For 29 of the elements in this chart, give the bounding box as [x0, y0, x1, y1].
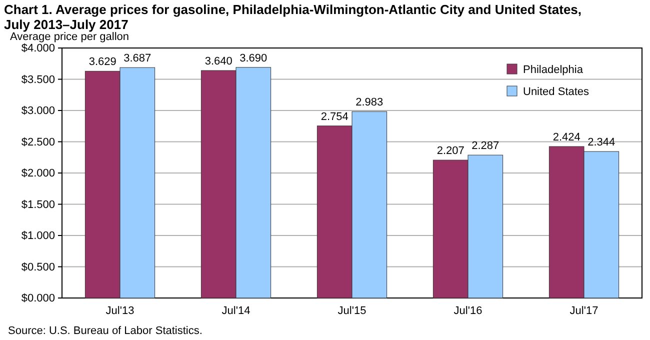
y-tick-label: $3.000: [21, 105, 55, 118]
data-label: 3.640: [204, 56, 232, 68]
data-label: 3.687: [124, 52, 152, 65]
y-axis-title: Average price per gallon: [10, 31, 130, 43]
x-tick-label: Jul'13: [106, 304, 134, 317]
data-label: 2.287: [472, 140, 500, 152]
data-label: 2.983: [356, 96, 384, 109]
source-note: Source: U.S. Bureau of Labor Statistics.: [8, 325, 202, 337]
data-label: 3.629: [88, 56, 116, 68]
x-tick-label: Jul'17: [570, 304, 598, 317]
data-label: 2.424: [552, 132, 580, 144]
y-tick-label: $0.000: [21, 292, 55, 305]
y-tick-label: $2.000: [21, 168, 55, 180]
data-label: 3.690: [240, 52, 268, 64]
x-tick-label: Jul'14: [222, 304, 250, 317]
legend-label: United States: [523, 86, 590, 98]
y-tick-label: $4.000: [21, 42, 55, 55]
y-tick-label: $0.500: [21, 261, 55, 274]
x-tick-label: Jul'15: [338, 304, 366, 317]
y-tick-label: $1.500: [21, 198, 55, 211]
chart-title: Chart 1. Average prices for gasoline, Philadelphia-Wilmington-Atlantic City and United States, July 2013–July 2017: [4, 2, 582, 32]
data-label: 2.344: [588, 136, 616, 148]
data-label: 2.754: [320, 110, 348, 123]
y-tick-label: $1.000: [21, 230, 55, 242]
data-label: 2.207: [436, 145, 464, 158]
y-tick-label: $2.500: [21, 136, 55, 148]
legend-label: Philadelphia: [523, 64, 584, 76]
y-tick-label: $3.500: [21, 74, 55, 86]
x-tick-label: Jul'16: [454, 304, 482, 317]
